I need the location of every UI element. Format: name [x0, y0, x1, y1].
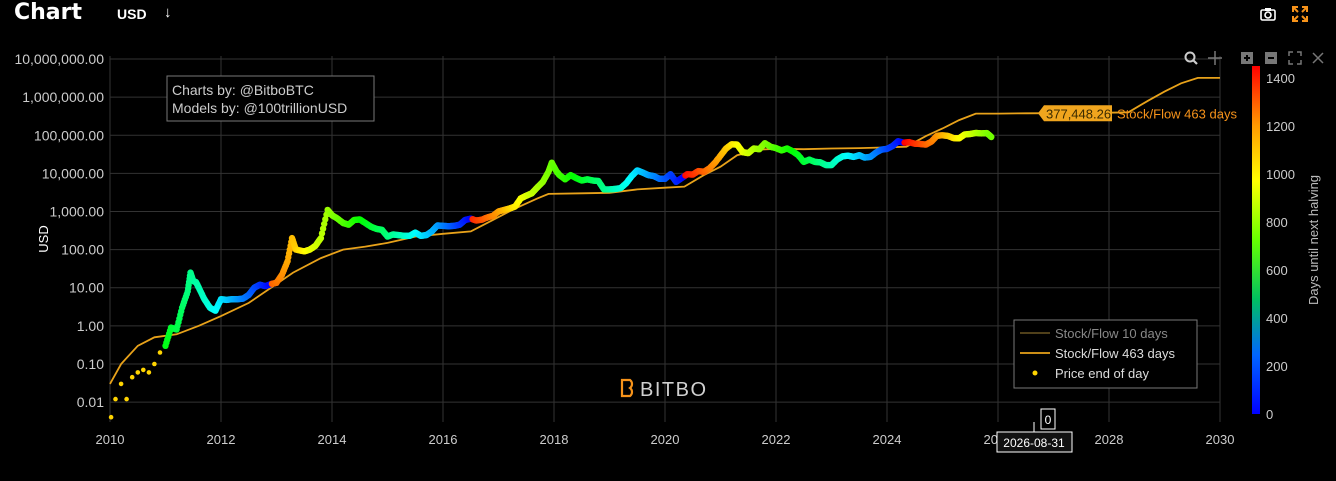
price-point — [141, 367, 146, 373]
model-value-text: 377,448.26 — [1046, 106, 1111, 121]
colorbar-title: Days until next halving — [1306, 175, 1321, 305]
colorbar-tick-label: 200 — [1266, 359, 1288, 374]
colorbar-tick-label: 600 — [1266, 263, 1288, 278]
legend-entry-label: Stock/Flow 10 days — [1055, 326, 1168, 341]
legend-entry-label: Stock/Flow 463 days — [1055, 346, 1175, 361]
bitbo-logo-icon — [620, 378, 634, 398]
reset-axes-icon — [1312, 52, 1324, 64]
x-tick-label: 2016 — [429, 432, 458, 447]
colorbar-tick-label: 400 — [1266, 311, 1288, 326]
price-point — [113, 396, 118, 402]
x-tick-label: 2010 — [96, 432, 125, 447]
colorbar-tick-label: 800 — [1266, 215, 1288, 230]
hover-value-box — [1040, 408, 1056, 430]
hover-value-text: 0 — [1045, 413, 1052, 427]
fullscreen-icon[interactable] — [1290, 4, 1310, 24]
x-tick-label: 2022 — [762, 432, 791, 447]
y-axis-title: USD — [36, 225, 51, 252]
zoom-in-plus-icon — [1244, 55, 1250, 61]
price-point — [124, 396, 129, 402]
zoom-icon — [1184, 51, 1196, 63]
y-tick-label: 10.00 — [69, 280, 104, 296]
pan-icon — [1208, 51, 1222, 65]
hover-date-text: 2026-08-31 — [1003, 436, 1065, 450]
header-bar: Chart USD ↓ — [0, 0, 1336, 30]
price-point — [118, 381, 124, 387]
credits-line-2: Models by: @100trillionUSD — [172, 100, 347, 116]
x-tick-label: 2018 — [540, 432, 569, 447]
x-tick-label: 2024 — [873, 432, 902, 447]
currency-selector[interactable]: USD — [117, 6, 147, 22]
y-tick-label: 1,000.00 — [50, 203, 105, 219]
price-point — [135, 370, 141, 375]
price-point — [157, 350, 163, 355]
legend-entry-label: Price end of day — [1055, 366, 1149, 381]
x-tick-label: 2012 — [207, 432, 236, 447]
model-name-text: Stock/Flow 463 days — [1117, 106, 1237, 121]
y-tick-label: 1.00 — [77, 318, 104, 334]
page-title: Chart — [14, 0, 83, 25]
y-tick-label: 100.00 — [61, 242, 104, 258]
y-tick-label: 0.10 — [77, 356, 104, 372]
price-point — [146, 370, 152, 375]
colorbar — [1252, 66, 1260, 414]
watermark-text: BITBO — [640, 379, 708, 401]
autoscale-icon — [1288, 51, 1302, 65]
legend-box — [1013, 319, 1198, 389]
credits-line-1: Charts by: @BitboBTC — [172, 82, 314, 98]
model-value-badge — [1038, 105, 1112, 122]
credits-box — [166, 75, 375, 122]
x-tick-label: 2028 — [1095, 432, 1124, 447]
colorbar-tick-label: 1200 — [1266, 119, 1295, 134]
zoom-handle-icon — [1192, 59, 1198, 65]
price-point — [108, 414, 114, 420]
y-tick-label: 1,000,000.00 — [22, 89, 104, 105]
y-tick-label: 0.01 — [77, 394, 104, 410]
x-tick-label: 2030 — [1206, 432, 1235, 447]
x-tick-label: 2014 — [318, 432, 347, 447]
camera-icon[interactable] — [1258, 4, 1278, 24]
chevron-down-icon[interactable]: ↓ — [164, 4, 172, 21]
legend-marker — [1032, 370, 1038, 376]
x-tick-label: 2020 — [651, 432, 680, 447]
colorbar-tick-label: 0 — [1266, 407, 1273, 422]
colorbar-tick-label: 1000 — [1266, 167, 1295, 182]
hover-date-box — [996, 431, 1073, 453]
y-tick-label: 100,000.00 — [34, 127, 104, 143]
y-tick-label: 10,000.00 — [42, 165, 104, 181]
colorbar-tick-label: 1400 — [1266, 71, 1295, 86]
price-point — [129, 374, 135, 380]
price-point — [152, 361, 157, 367]
y-tick-label: 10,000,000.00 — [14, 51, 104, 67]
price-point — [988, 133, 995, 141]
